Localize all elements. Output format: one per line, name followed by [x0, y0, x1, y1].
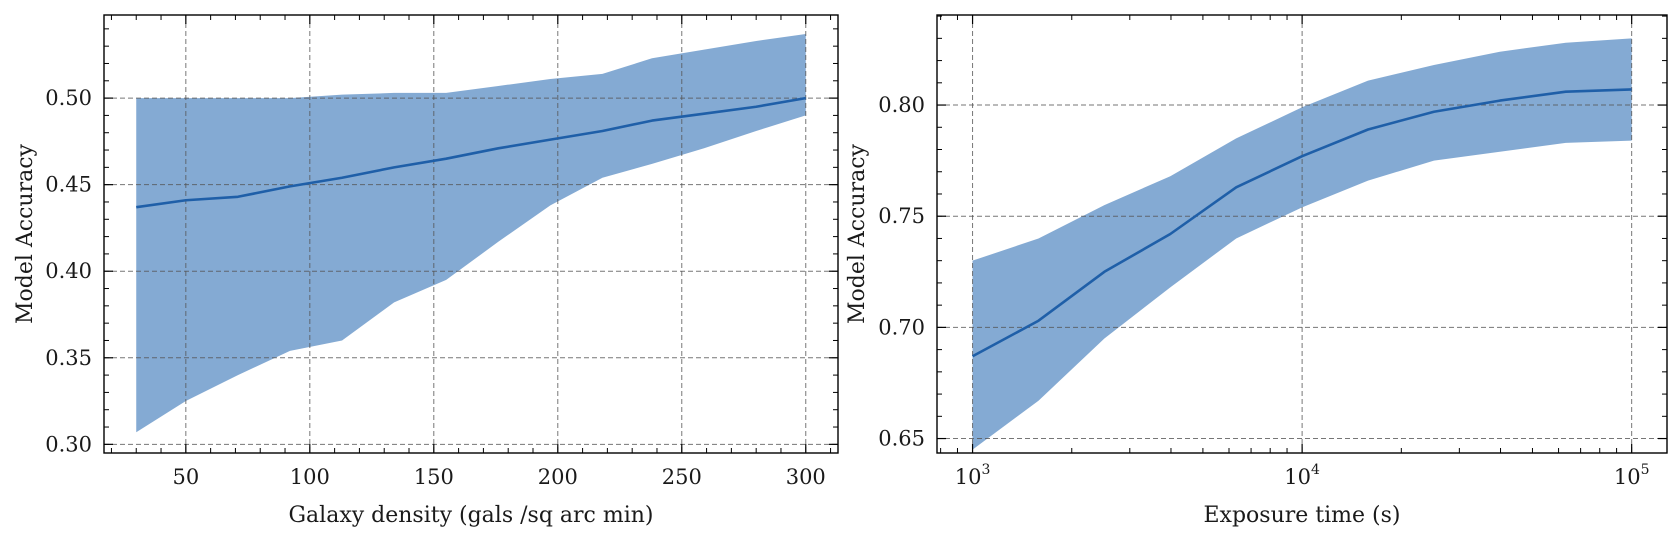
- confidence-band: [972, 38, 1632, 450]
- x-tick-label: 100: [290, 465, 330, 489]
- y-tick-label: 0.70: [878, 315, 925, 339]
- x-tick-label: 105: [1614, 462, 1650, 489]
- y-tick-label: 0.65: [878, 427, 925, 451]
- plot-frame: [103, 14, 839, 454]
- mean-line: [971, 88, 1632, 358]
- x-tick-label: 103: [955, 462, 991, 489]
- y-tick-label: 0.40: [45, 259, 92, 283]
- x-tick-label: 150: [414, 465, 454, 489]
- confidence-band: [136, 34, 806, 433]
- y-tick-label: 0.45: [45, 173, 92, 197]
- y-tick-label: 0.50: [45, 86, 92, 110]
- y-axis-label: Model Accuracy: [13, 143, 38, 324]
- x-tick-label: 250: [662, 465, 702, 489]
- y-tick-label: 0.30: [45, 432, 92, 456]
- left-chart: 50 100 150 200 250 300 0.30 0.35 0.40 0.45 0.50 Gal…: [13, 14, 839, 528]
- x-tick-label: 200: [538, 465, 578, 489]
- x-tick-label: 50: [172, 465, 199, 489]
- y-tick-label: 0.75: [878, 204, 925, 228]
- x-axis-label: Galaxy density (gals /sq arc min): [288, 503, 653, 528]
- mean-line: [136, 96, 806, 209]
- y-tick-label: 0.35: [45, 346, 92, 370]
- right-chart: 103 104 105 0.65 0.70 0.75 0.80 Exposure time (…: [845, 14, 1668, 528]
- y-tick-label: 0.80: [878, 93, 925, 117]
- x-axis-label: Exposure time (s): [1204, 503, 1401, 528]
- x-tick-label: 104: [1284, 462, 1320, 489]
- x-tick-label: 300: [786, 465, 826, 489]
- y-axis-label: Model Accuracy: [845, 143, 870, 324]
